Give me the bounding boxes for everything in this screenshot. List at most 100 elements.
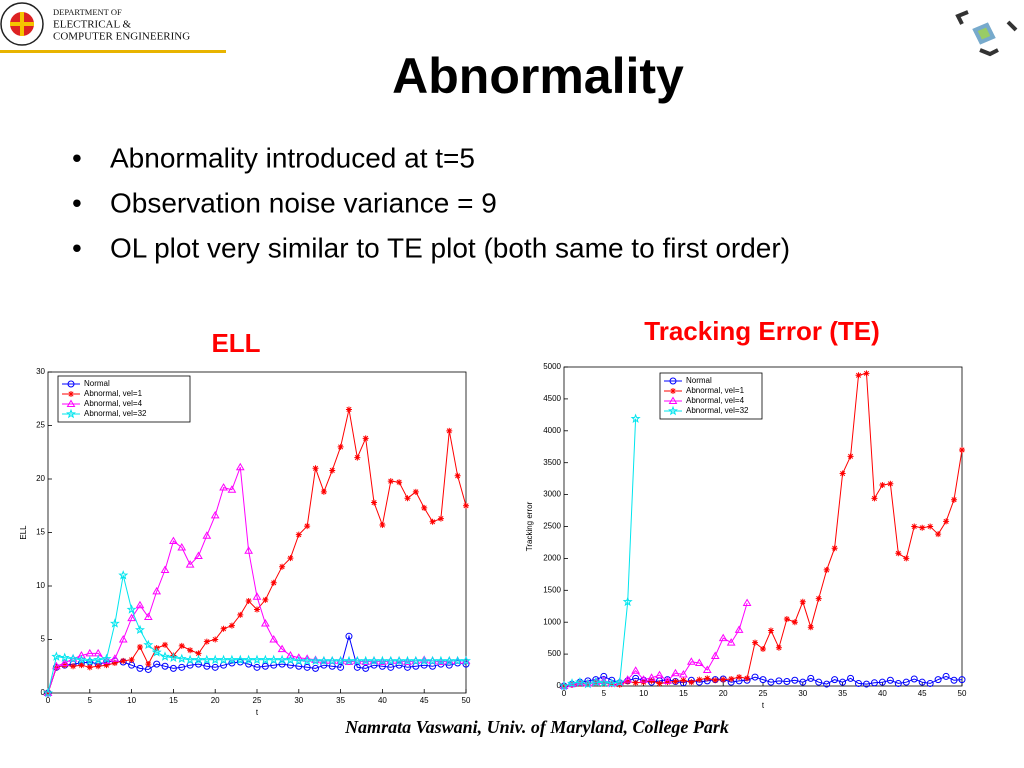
legend-marker [669,377,677,385]
marker [161,662,169,670]
marker [353,663,361,671]
marker [362,435,369,442]
marker [293,655,304,666]
marker [935,531,942,538]
marker [153,660,161,668]
marker [775,677,783,685]
marker [186,661,194,669]
marker [760,645,766,652]
marker [919,524,926,531]
marker [839,678,847,686]
marker [807,624,814,631]
marker [285,654,296,665]
marker [696,676,703,683]
marker [942,672,950,680]
marker [252,654,262,665]
marker [767,678,775,686]
marker [590,676,601,687]
marker [335,655,346,666]
marker [615,677,625,686]
bullet: OL plot very similar to TE plot (both sa… [110,232,790,263]
logo-line: DEPARTMENT OF [53,7,122,17]
marker [712,677,719,684]
marker [807,674,815,682]
y-tick-label: 10 [36,581,45,590]
y-tick-label: 4000 [543,426,561,435]
x-axis-label: t [762,701,765,710]
logo: DEPARTMENT OF ELECTRICAL & COMPUTER ENGI… [0,0,226,53]
marker [295,662,303,670]
marker [887,480,894,487]
marker [59,652,70,662]
y-tick-label: 2500 [543,522,561,531]
marker [639,675,648,683]
marker [169,536,178,545]
marker [752,639,759,646]
legend-label: Normal [84,379,110,388]
marker [219,483,228,491]
marker [599,676,609,684]
series-line [563,418,637,687]
marker [672,678,679,685]
marker [143,612,153,621]
y-tick-label: 5 [41,635,46,644]
marker [943,518,950,525]
marker [312,664,320,672]
y-tick-label: 0 [41,688,46,697]
y-tick-label: 1500 [543,585,561,594]
marker [446,427,453,434]
seal-cross [10,12,34,36]
marker [318,655,329,666]
marker [655,670,664,679]
marker [95,663,102,670]
y-axis-label: ELL [19,525,28,540]
marker [51,651,62,661]
x-tick-label: 30 [798,689,807,698]
legend-marker [66,408,76,419]
marker [320,488,327,495]
marker [815,678,823,686]
marker [744,675,751,682]
marker [736,674,743,681]
marker [345,406,352,413]
marker [43,687,53,698]
marker [886,676,894,684]
logo-stroke [972,22,996,45]
marker [863,370,870,377]
marker [135,600,145,609]
marker [815,595,822,602]
marker [145,661,152,668]
marker [136,664,144,672]
marker [178,642,185,649]
marker [244,546,254,554]
marker [178,663,186,671]
marker [647,673,656,681]
marker [775,644,782,651]
corner-logo [955,10,1018,57]
marker [799,598,806,605]
marker [343,655,354,666]
x-tick-label: 35 [336,696,345,705]
marker [168,652,179,662]
chart-title: ELL [211,328,260,358]
bullet: Observation noise variance = 9 [110,187,497,218]
y-tick-label: 30 [36,367,45,376]
marker [354,454,361,461]
marker [742,598,752,607]
marker [791,676,799,684]
legend-marker [67,380,75,388]
marker [911,523,918,530]
marker [151,647,162,657]
footer: Namrata Vaswani, Univ. of Maryland, Coll… [344,717,729,737]
marker [870,679,878,687]
marker [847,453,854,460]
x-tick-label: 50 [462,696,471,705]
x-tick-label: 25 [759,689,768,698]
marker [680,677,687,684]
marker [759,676,767,684]
marker [791,619,798,626]
marker [734,625,744,633]
marker [664,679,671,686]
